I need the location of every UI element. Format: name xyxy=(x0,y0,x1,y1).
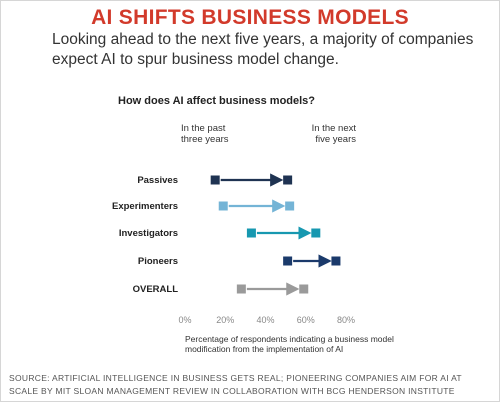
marker-next-investigators xyxy=(311,228,321,238)
marker-past-pioneers xyxy=(283,256,293,266)
row-label-experimenters: Experimenters xyxy=(111,201,178,212)
x-tick-label: 80% xyxy=(337,315,355,325)
marker-past-investigators xyxy=(246,228,256,238)
source-note: SOURCE: ARTIFICIAL INTELLIGENCE IN BUSIN… xyxy=(9,373,462,396)
row-label-pioneers: Pioneers xyxy=(137,256,178,267)
legend-past: In the past three years xyxy=(181,123,229,145)
row-label-passives: Passives xyxy=(137,175,178,186)
marker-next-overall xyxy=(299,284,309,294)
legend-next: In the next five years xyxy=(311,123,356,145)
row-label-investigators: Investigators xyxy=(118,228,178,239)
marker-past-passives xyxy=(210,175,220,185)
deck-text: Looking ahead to the next five years, a … xyxy=(52,31,474,68)
marker-next-passives xyxy=(283,175,293,185)
marker-past-experimenters xyxy=(218,201,228,211)
marker-next-pioneers xyxy=(331,256,341,266)
row-label-overall: OVERALL xyxy=(132,284,178,295)
x-tick-label: 60% xyxy=(297,315,315,325)
x-tick-label: 40% xyxy=(256,315,274,325)
marker-next-experimenters xyxy=(285,201,295,211)
marker-past-overall xyxy=(236,284,246,294)
x-tick-label: 0% xyxy=(178,315,191,325)
axis-label: Percentage of respondents indicating a b… xyxy=(185,334,394,354)
x-tick-label: 20% xyxy=(216,315,234,325)
chart-title: How does AI affect business models? xyxy=(118,95,316,107)
headline: AI SHIFTS BUSINESS MODELS xyxy=(91,6,409,29)
